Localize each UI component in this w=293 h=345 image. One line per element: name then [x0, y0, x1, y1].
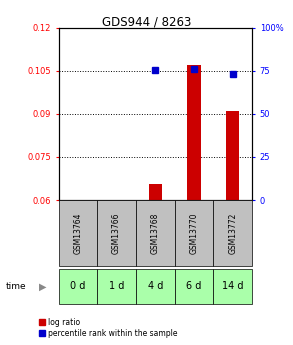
Legend: log ratio, percentile rank within the sample: log ratio, percentile rank within the sa… — [39, 318, 178, 338]
Text: 6 d: 6 d — [186, 282, 202, 291]
Bar — [97, 269, 136, 304]
Bar — [213, 269, 252, 304]
Text: GSM13768: GSM13768 — [151, 212, 160, 254]
Text: GSM13772: GSM13772 — [228, 212, 237, 254]
Bar — [136, 269, 175, 304]
Text: time: time — [6, 282, 26, 291]
Bar — [213, 200, 252, 266]
Bar — [97, 200, 136, 266]
Bar — [175, 269, 213, 304]
Text: ▶: ▶ — [39, 282, 46, 291]
Bar — [59, 200, 97, 266]
Text: GSM13766: GSM13766 — [112, 212, 121, 254]
Bar — [187, 65, 201, 200]
Bar — [226, 111, 239, 200]
Text: 0 d: 0 d — [70, 282, 86, 291]
Bar — [149, 184, 162, 200]
Text: 4 d: 4 d — [148, 282, 163, 291]
Text: 1 d: 1 d — [109, 282, 124, 291]
Bar — [59, 269, 97, 304]
Text: GSM13764: GSM13764 — [74, 212, 82, 254]
Text: GSM13770: GSM13770 — [190, 212, 198, 254]
Text: GDS944 / 8263: GDS944 / 8263 — [102, 16, 191, 29]
Bar — [136, 200, 175, 266]
Text: 14 d: 14 d — [222, 282, 243, 291]
Bar — [175, 200, 213, 266]
